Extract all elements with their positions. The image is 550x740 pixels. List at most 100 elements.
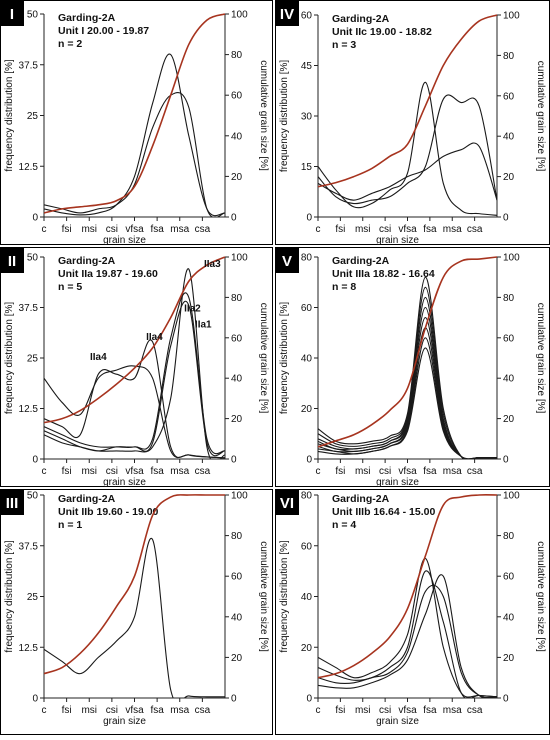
y-tick-label: 45 bbox=[301, 61, 313, 72]
x-tick-label: msi bbox=[355, 224, 371, 235]
y-tick-label: 60 bbox=[301, 541, 313, 552]
chart-title-line: Unit IIc 19.00 - 18.82 bbox=[332, 26, 432, 38]
chart-title-line: Garding-2A bbox=[332, 255, 390, 267]
x-tick-label: msa bbox=[170, 466, 189, 477]
y2-tick-label: 60 bbox=[231, 333, 243, 344]
y2-tick-label: 60 bbox=[231, 91, 243, 102]
frequency-curve bbox=[318, 584, 497, 698]
y-tick-label: 80 bbox=[301, 253, 313, 264]
x-tick-label: vfsa bbox=[125, 466, 144, 477]
x-tick-label: fsa bbox=[423, 224, 437, 235]
x-tick-label: msi bbox=[81, 466, 97, 477]
chart-title-line: Garding-2A bbox=[58, 255, 116, 267]
y-tick-label: 25 bbox=[27, 354, 39, 365]
x-tick-label: msi bbox=[81, 224, 97, 235]
x-tick-label: fsa bbox=[423, 466, 437, 477]
panel-V: V 0 20 40 60 80 0 20 40 60 80 100 c fsi msi csi vfsa fsa m… bbox=[275, 247, 550, 488]
panel-border bbox=[0, 247, 273, 487]
y-tick-label: 50 bbox=[27, 10, 39, 21]
x-tick-label: vfsa bbox=[125, 705, 144, 716]
y-axis-title: frequency distribution [%] bbox=[4, 302, 15, 415]
y2-tick-label: 40 bbox=[231, 131, 243, 142]
frequency-curve bbox=[318, 142, 497, 201]
x-tick-label: msa bbox=[443, 466, 462, 477]
panel-badge bbox=[0, 247, 24, 273]
x-tick-label: c bbox=[316, 224, 321, 235]
y2-tick-label: 40 bbox=[503, 612, 515, 623]
panel-badge bbox=[0, 0, 24, 26]
chart-title-line: n = 2 bbox=[58, 38, 82, 50]
x-tick-label: csa bbox=[195, 466, 211, 477]
cumulative-curve bbox=[318, 256, 497, 448]
y2-tick-label: 80 bbox=[503, 531, 515, 542]
panel-badge bbox=[0, 489, 24, 515]
y-axis-title: frequency distribution [%] bbox=[4, 540, 15, 653]
panel-II: II 0 12.5 25 37.5 50 0 20 40 60 80 100 c fsi msi csi vfs… bbox=[0, 247, 273, 488]
frequency-curve bbox=[318, 347, 497, 459]
y2-tick-label: 20 bbox=[503, 414, 515, 425]
y2-tick-label: 40 bbox=[231, 612, 243, 623]
y-tick-label: 25 bbox=[27, 592, 39, 603]
chart-title-line: Unit IIa 19.87 - 19.60 bbox=[58, 268, 158, 280]
x-tick-label: msi bbox=[81, 705, 97, 716]
x-tick-label: c bbox=[42, 224, 47, 235]
x-tick-label: msi bbox=[355, 466, 371, 477]
x-tick-label: csa bbox=[467, 705, 483, 716]
y-axis-title: frequency distribution [%] bbox=[279, 540, 290, 653]
x-tick-label: msa bbox=[170, 705, 189, 716]
x-axis-title: grain size bbox=[376, 235, 419, 246]
y-axis-title: frequency distribution [%] bbox=[279, 302, 290, 415]
x-axis-title: grain size bbox=[376, 477, 419, 488]
x-tick-label: c bbox=[42, 466, 47, 477]
chart-title-line: Unit IIb 19.60 - 19.00 bbox=[58, 506, 159, 518]
y2-tick-label: 0 bbox=[503, 213, 509, 224]
x-tick-label: csi bbox=[379, 466, 391, 477]
x-tick-label: fsi bbox=[335, 466, 345, 477]
y-tick-label: 40 bbox=[301, 354, 313, 365]
x-tick-label: msa bbox=[443, 705, 462, 716]
x-tick-label: c bbox=[316, 466, 321, 477]
x-tick-label: msa bbox=[170, 224, 189, 235]
y-tick-label: 0 bbox=[32, 455, 38, 466]
y2-tick-label: 20 bbox=[503, 172, 515, 183]
y2-tick-label: 60 bbox=[503, 333, 515, 344]
frequency-curve bbox=[318, 557, 497, 698]
panel-label: VI bbox=[280, 495, 294, 512]
chart-title-line: Unit IIIb 16.64 - 15.00 bbox=[332, 506, 435, 518]
y2-tick-label: 40 bbox=[503, 132, 515, 143]
y-tick-label: 0 bbox=[306, 455, 312, 466]
x-tick-label: csi bbox=[106, 705, 118, 716]
x-tick-label: fsa bbox=[423, 705, 437, 716]
y2-tick-label: 40 bbox=[503, 374, 515, 385]
y2-tick-label: 20 bbox=[231, 653, 243, 664]
x-tick-label: csi bbox=[379, 224, 391, 235]
frequency-curve bbox=[318, 296, 497, 459]
x-tick-label: msi bbox=[355, 705, 371, 716]
chart-title-line: n = 1 bbox=[58, 519, 82, 531]
frequency-curve bbox=[318, 94, 497, 205]
y2-axis-title: cumulative grain size [%] bbox=[258, 60, 269, 171]
y-tick-label: 0 bbox=[32, 213, 38, 224]
y-tick-label: 37.5 bbox=[19, 541, 39, 552]
y2-axis-title: cumulative grain size [%] bbox=[535, 61, 546, 172]
y2-tick-label: 20 bbox=[503, 653, 515, 664]
y2-tick-label: 0 bbox=[231, 213, 237, 224]
panel-VI: VI 0 20 40 60 80 0 20 40 60 80 100 c fsi msi csi vfsa fsa… bbox=[275, 489, 550, 735]
y-tick-label: 15 bbox=[301, 162, 313, 173]
y2-tick-label: 60 bbox=[503, 572, 515, 583]
chart-title-line: Unit I 20.00 - 19.87 bbox=[58, 25, 149, 37]
x-tick-label: msa bbox=[443, 224, 462, 235]
y-tick-label: 37.5 bbox=[19, 60, 39, 71]
x-tick-label: fsi bbox=[62, 705, 72, 716]
y2-axis-title: cumulative grain size [%] bbox=[535, 541, 546, 652]
frequency-curve bbox=[44, 339, 225, 459]
y2-tick-label: 0 bbox=[503, 694, 509, 705]
chart-title-line: n = 4 bbox=[332, 519, 356, 531]
y-tick-label: 30 bbox=[301, 112, 313, 123]
frequency-curve bbox=[318, 81, 497, 216]
panel-IV: IV 0 15 30 45 60 0 20 40 60 80 100 c fsi msi csi vfsa fsa… bbox=[275, 0, 550, 246]
curve-annotation: IIa1 bbox=[195, 320, 212, 331]
y2-tick-label: 80 bbox=[231, 293, 243, 304]
frequency-curve bbox=[44, 365, 225, 459]
y2-tick-label: 80 bbox=[231, 531, 243, 542]
